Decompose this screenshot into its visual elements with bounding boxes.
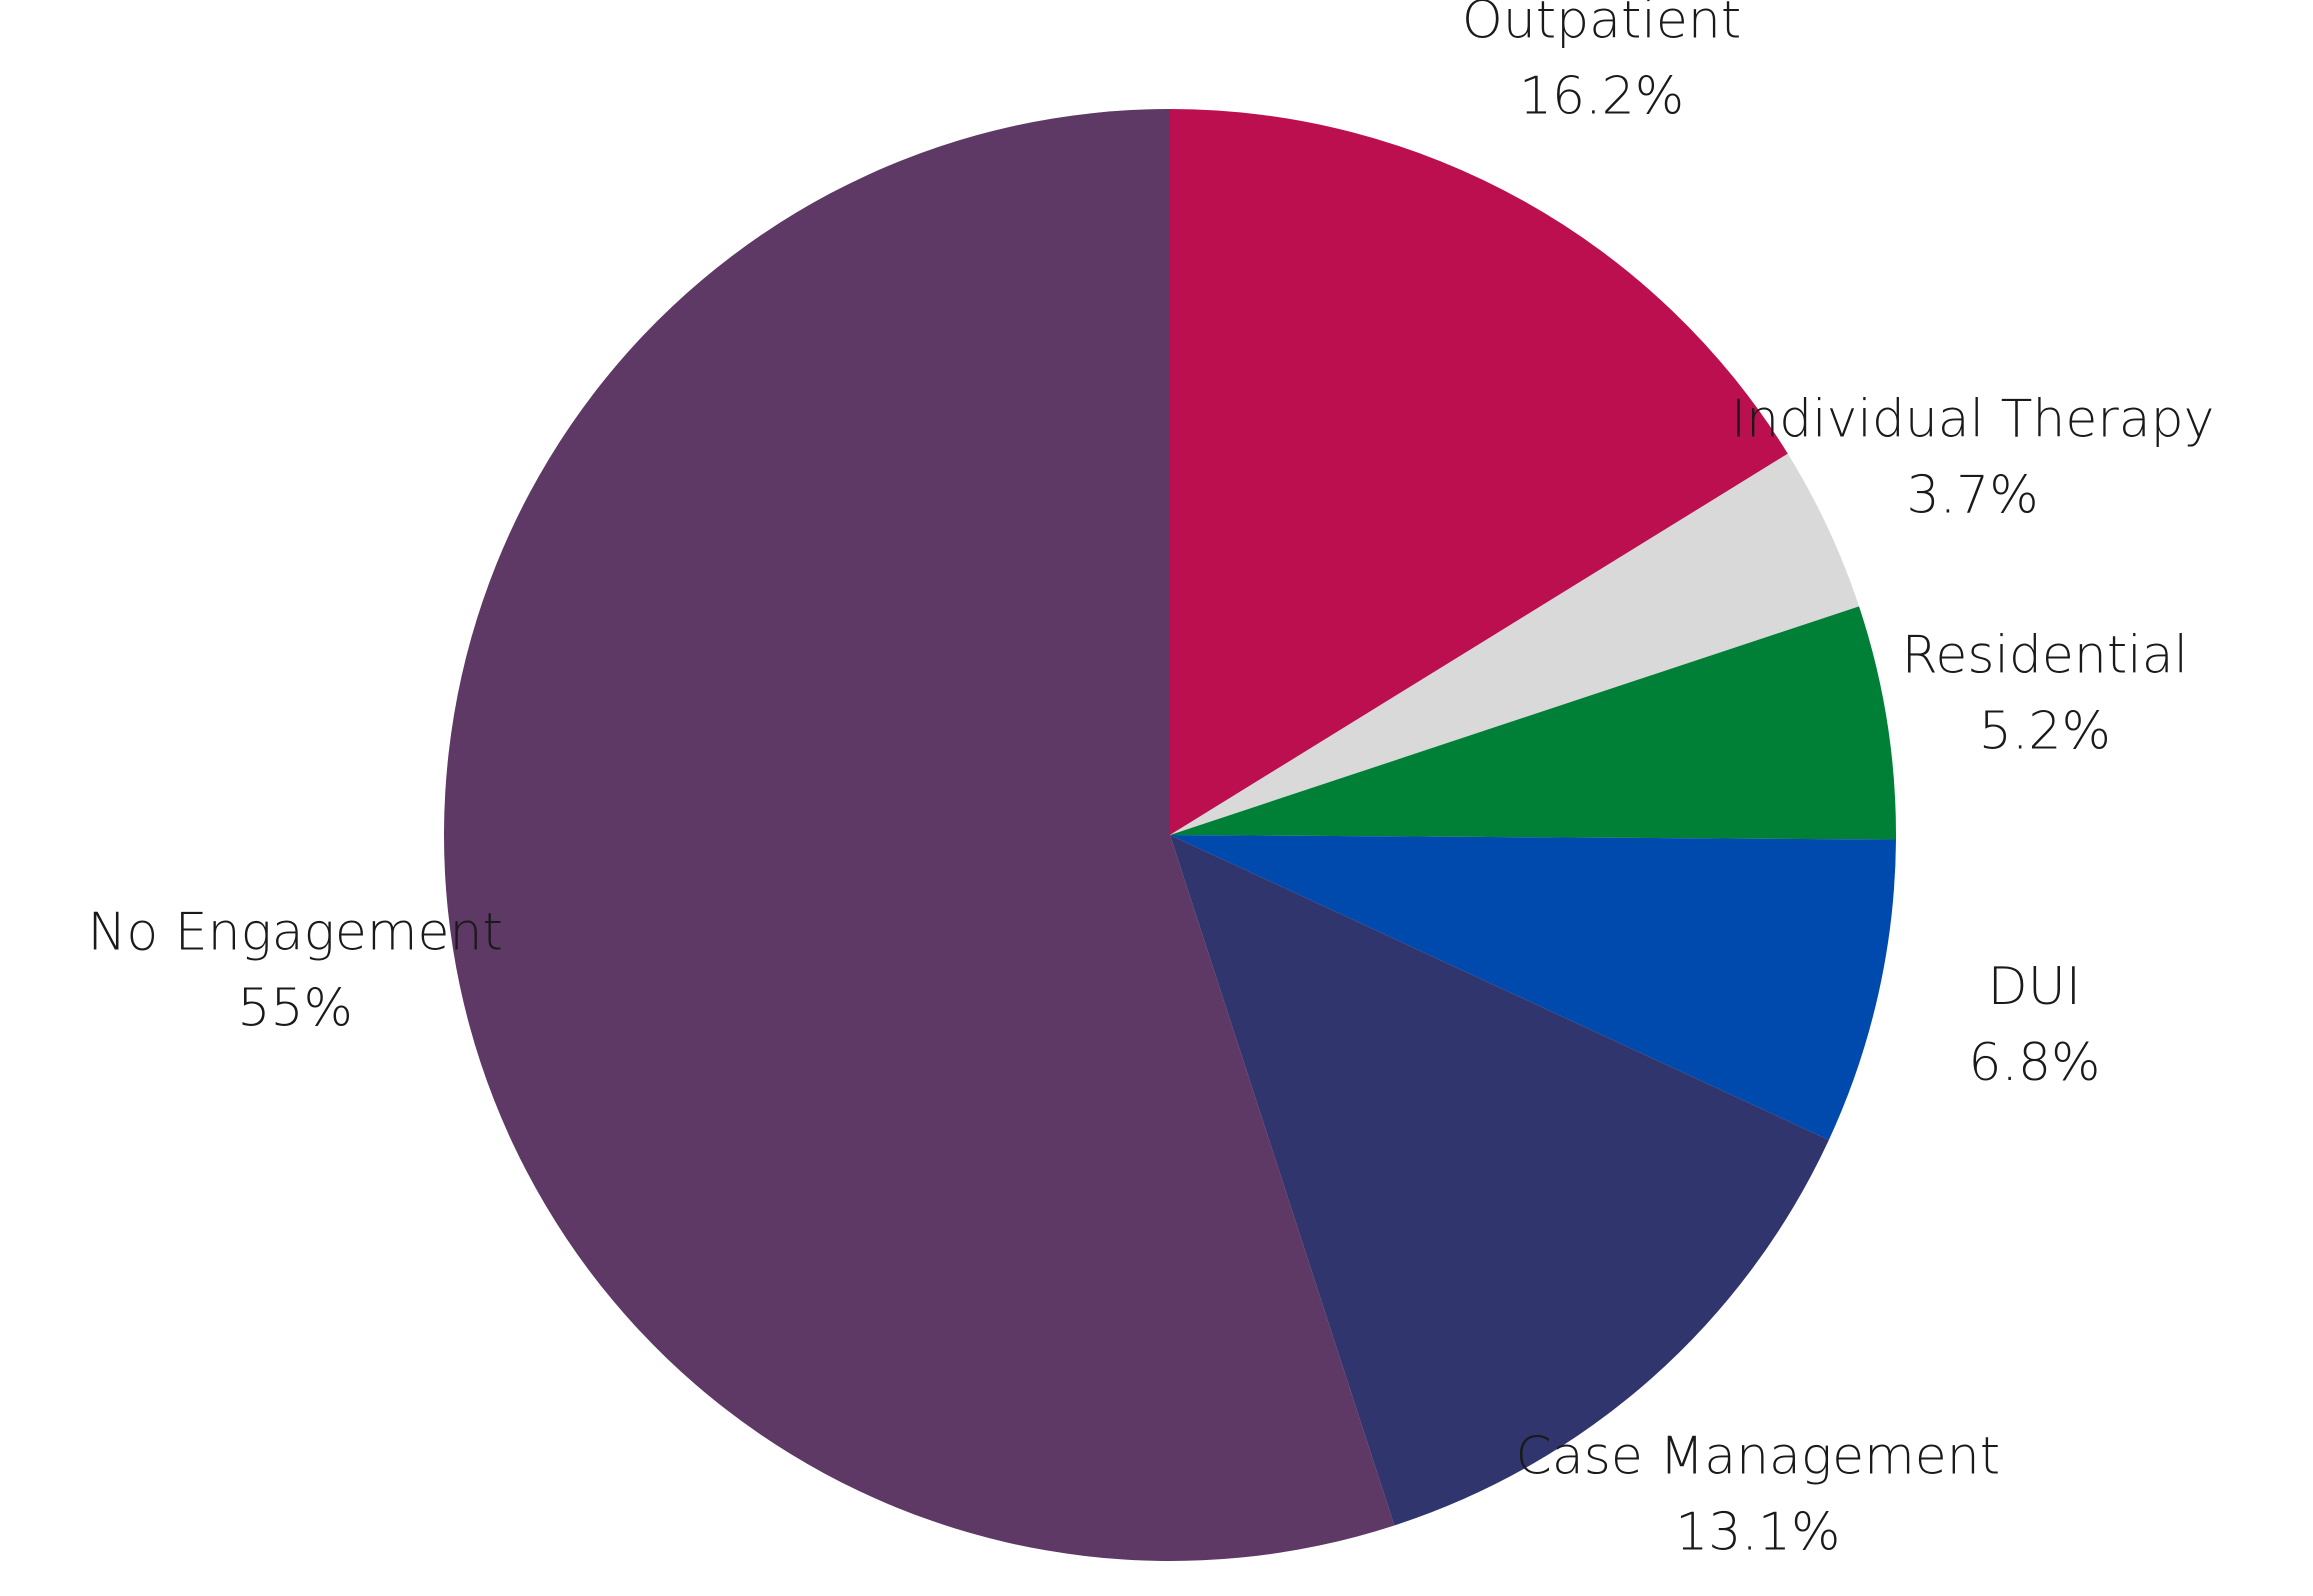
pie-slice	[1170, 109, 1788, 835]
slice-label: Individual Therapy	[1731, 389, 2215, 449]
slice-value-label: 55%	[237, 979, 353, 1039]
pie-slice	[1170, 835, 1829, 1526]
pie-slice	[444, 109, 1395, 1561]
pie-slice	[1170, 453, 1860, 835]
slice-label: No Engagement	[88, 903, 503, 963]
slice-label: Case Management	[1516, 1427, 2001, 1487]
pie-slice	[1170, 606, 1896, 840]
slice-label: Outpatient	[1462, 0, 1741, 51]
pie-slice	[1170, 835, 1896, 1140]
slice-value-label: 6.8%	[1968, 1033, 2100, 1093]
slice-label: DUI	[1988, 957, 2081, 1017]
slice-value-label: 13.1%	[1675, 1503, 1840, 1563]
slice-value-label: 16.2%	[1519, 67, 1684, 127]
slice-value-label: 5.2%	[1979, 701, 2111, 761]
slice-value-label: 3.7%	[1907, 465, 2039, 525]
slice-label: Residential	[1902, 625, 2188, 685]
